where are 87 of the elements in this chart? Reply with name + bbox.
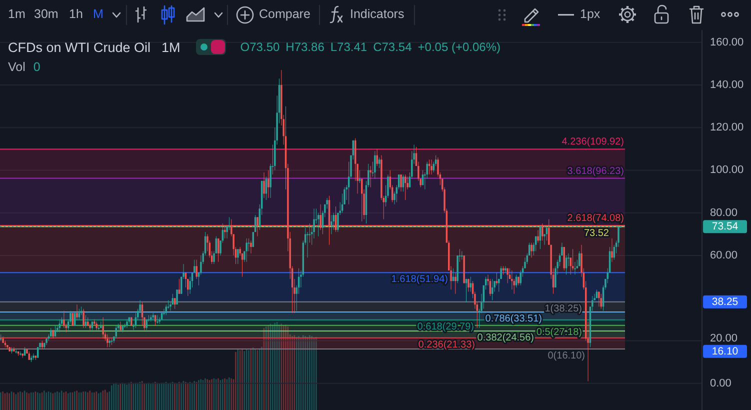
candlestick (598, 291, 600, 307)
candlestick (150, 314, 152, 322)
chart-title: Vol (8, 60, 26, 74)
candlestick (263, 172, 265, 198)
candlestick (320, 204, 322, 230)
candlestick (470, 276, 472, 292)
y-tick-label: 38.25 (712, 296, 738, 308)
annotation: C73.54 (373, 40, 412, 54)
y-tick-label: 80.00 (710, 206, 738, 219)
text: 1m (8, 7, 26, 22)
candlestick (548, 219, 550, 246)
y-tick-label: 140.00 (710, 78, 744, 91)
candlestick (189, 276, 191, 294)
text: CFDs on WTI Crude Oil (8, 40, 151, 54)
candlestick (82, 308, 84, 328)
candlestick (194, 260, 196, 273)
y-tick-label: 120.00 (710, 122, 744, 134)
ref-line-label: 1.618(51.94) (391, 274, 448, 286)
ref-line-label: 4.236(109.92) (562, 136, 624, 148)
candlestick (511, 270, 513, 290)
annotation: L73.41 (330, 40, 368, 54)
candlestick (63, 310, 65, 328)
candlestick (178, 278, 180, 294)
candlestick (378, 157, 380, 168)
annotation: H73.86 (286, 40, 324, 54)
candlestick (96, 321, 98, 330)
ref-line-label: 0(16.10) (548, 350, 586, 362)
candlestick (600, 294, 602, 310)
candlestick (611, 238, 613, 262)
candlestick (170, 302, 172, 312)
candlestick (537, 230, 539, 243)
candlestick (246, 238, 248, 262)
y-tick-label: 100.00 (710, 164, 744, 176)
candlestick (250, 240, 252, 254)
candlestick (574, 262, 576, 275)
candlestick (376, 148, 378, 166)
y-tick-label: 20.00 (710, 332, 738, 344)
candlestick (572, 248, 574, 271)
text: Indicators (350, 7, 404, 22)
candlestick (400, 174, 402, 192)
candlestick (89, 323, 91, 330)
candlestick (374, 150, 376, 180)
ref-line-label: 3.618(96.23) (567, 166, 624, 177)
text: M (93, 7, 104, 22)
y-tick-label: 160.00 (710, 36, 744, 48)
y-tick-label: 0.00 (710, 377, 732, 390)
candlestick (78, 308, 80, 320)
candlestick (163, 308, 165, 316)
candlestick (187, 278, 189, 296)
candlestick (58, 319, 60, 332)
ref-line-label: 0.236(21.33) (418, 339, 476, 350)
text: 1h (69, 7, 83, 22)
candlestick (530, 242, 532, 258)
candlestick (500, 266, 502, 280)
annotation: 0 (33, 60, 40, 74)
candlestick (498, 278, 500, 292)
text: 1M (162, 40, 180, 54)
candlestick (156, 314, 158, 324)
candlestick (20, 351, 22, 356)
text: 30m (34, 7, 58, 22)
candlestick (370, 166, 372, 188)
candlestick (454, 272, 456, 294)
ref-line-label: 73.52 (584, 228, 610, 240)
candlestick (102, 317, 104, 339)
candlestick (176, 289, 178, 305)
y-tick-label: 73.54 (712, 220, 738, 233)
ref-line-label: 2.618(74.08) (567, 212, 624, 224)
candlestick (506, 268, 508, 284)
annotation: +0.05 (+0.06%) (418, 40, 501, 54)
text: Compare (259, 7, 310, 22)
candlestick (200, 255, 202, 275)
candlestick (126, 319, 128, 328)
candlestick (106, 334, 108, 348)
candlestick (76, 304, 78, 320)
candlestick (256, 216, 258, 237)
candlestick (84, 314, 87, 328)
y-tick-label: 60.00 (710, 249, 738, 262)
candlestick (120, 321, 122, 330)
candlestick (326, 198, 328, 209)
candlestick (430, 159, 432, 175)
candlestick (196, 260, 198, 280)
annotation: O73.50 (240, 40, 280, 54)
candlestick (32, 353, 34, 360)
y-tick-label: 16.10 (712, 345, 738, 358)
candlestick (468, 278, 470, 292)
text: 1px (580, 7, 600, 22)
candlestick (237, 248, 239, 264)
